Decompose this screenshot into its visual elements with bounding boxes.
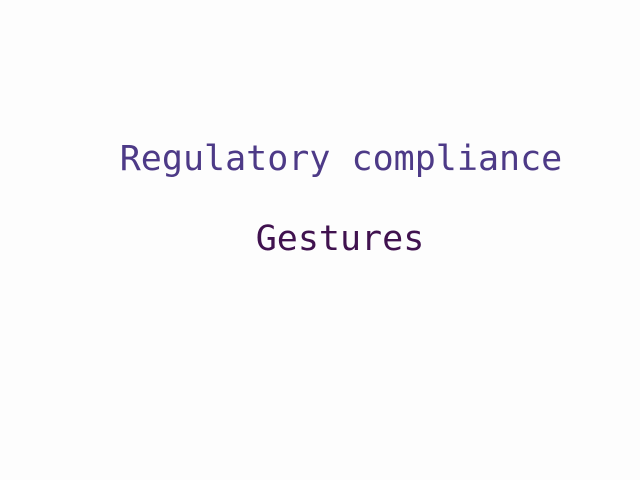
page-title: Regulatory compliance	[119, 139, 563, 179]
page-subtitle: Gestures	[255, 219, 425, 259]
